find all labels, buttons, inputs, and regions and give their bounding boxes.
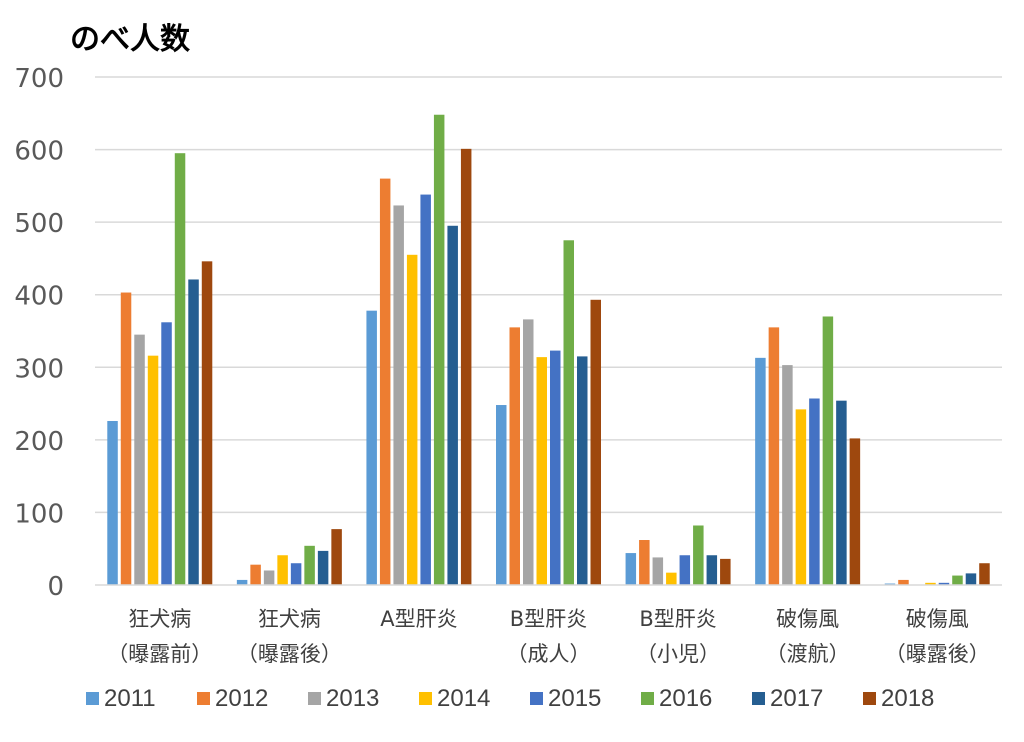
legend-label-2018: 2018: [881, 685, 934, 712]
category-label: A型肝炎: [380, 607, 457, 631]
bar-2017: [577, 356, 588, 585]
legend-swatch-2018: [863, 692, 876, 705]
bar-2012: [898, 579, 909, 585]
y-tick-label: 0: [47, 572, 64, 602]
bar-2017: [447, 225, 458, 585]
bar-2014: [536, 357, 547, 585]
legend-swatch-2016: [641, 692, 654, 705]
bar-2016: [952, 575, 963, 585]
bar-2017: [317, 550, 329, 585]
bar-2012: [250, 564, 261, 585]
bar-2018: [720, 558, 731, 585]
bar-2011: [625, 553, 637, 585]
bar-2014: [277, 555, 288, 585]
bar-2017: [706, 555, 718, 585]
gridlines: [95, 76, 1002, 514]
bar-2011: [755, 357, 766, 585]
legend-swatch-2017: [752, 692, 765, 705]
bar-2016: [563, 240, 574, 586]
legend-label-2015: 2015: [548, 685, 601, 712]
bar-2014: [147, 355, 159, 585]
category-label: 狂犬病: [258, 607, 321, 631]
legend-swatch-2013: [308, 692, 321, 705]
bar-2015: [679, 555, 691, 585]
bar-2012: [509, 327, 520, 585]
chart-title: のべ人数: [70, 22, 190, 57]
bar-2018: [979, 563, 990, 585]
bar-2012: [120, 292, 132, 585]
category-label: B型肝炎: [510, 607, 587, 631]
bar-2018: [460, 148, 472, 586]
bar-2016: [433, 114, 445, 585]
bar-2011: [236, 579, 248, 585]
legend-label-2012: 2012: [215, 685, 268, 712]
bar-2017: [836, 400, 847, 585]
bar-2013: [782, 365, 793, 585]
category-label: B型肝炎: [639, 607, 716, 631]
legend-swatch-2014: [419, 692, 432, 705]
bar-2015: [290, 563, 302, 585]
bar-2013: [393, 205, 404, 586]
bar-2016: [693, 525, 704, 585]
legend-swatch-2012: [197, 692, 210, 705]
category-label: 狂犬病: [128, 607, 191, 631]
bar-2012: [379, 178, 391, 585]
bar-2015: [420, 194, 431, 585]
bar-2013: [263, 570, 275, 585]
category-label: （小児）: [636, 642, 720, 666]
bar-2018: [849, 438, 861, 585]
bar-2014: [925, 582, 936, 585]
y-tick-label: 100: [14, 499, 64, 529]
bar-2018: [201, 261, 213, 585]
bar-2011: [496, 405, 507, 585]
legend-label-2014: 2014: [437, 685, 490, 712]
bar-2013: [652, 557, 664, 585]
bar-2018: [331, 529, 342, 585]
bars: [107, 114, 990, 586]
y-tick-label: 400: [14, 282, 64, 312]
category-label: （曝露前）: [107, 642, 212, 666]
bar-2016: [304, 545, 315, 585]
category-label: （曝露後）: [885, 642, 990, 666]
bar-2014: [406, 254, 418, 586]
category-label: （成人）: [507, 642, 591, 666]
y-axis-ticks: 0 100 200 300 400 500 600 700: [14, 64, 64, 602]
legend-label-2017: 2017: [770, 685, 823, 712]
bar-2014: [666, 572, 677, 585]
y-tick-label: 500: [14, 209, 64, 239]
legend-label-2016: 2016: [659, 685, 712, 712]
y-tick-label: 300: [14, 354, 64, 384]
bar-2017: [188, 279, 199, 585]
bar-2011: [107, 420, 118, 585]
bar-2015: [550, 350, 561, 585]
category-label: 破傷風: [776, 607, 839, 631]
category-label: （渡航）: [766, 642, 850, 666]
bar-2015: [938, 582, 950, 585]
bar-2012: [768, 327, 780, 585]
bar-2018: [590, 299, 601, 585]
bar-2011: [366, 310, 377, 585]
legend-swatch-2015: [530, 692, 543, 705]
y-tick-label: 200: [14, 427, 64, 457]
bar-2013: [523, 319, 534, 585]
bar-2017: [965, 573, 977, 585]
legend-label-2011: 2011: [104, 685, 156, 712]
category-label: 破傷風: [906, 607, 969, 631]
legend: 2011 2012 2013 2014 2015 2016 2017 2018: [86, 685, 934, 712]
legend-label-2013: 2013: [326, 685, 379, 712]
bar-2016: [822, 316, 834, 585]
legend-swatch-2011: [86, 692, 99, 705]
bar-2013: [134, 334, 145, 585]
bar-2015: [809, 398, 820, 585]
y-tick-label: 600: [14, 137, 64, 167]
category-label: （曝露後）: [237, 642, 342, 666]
bar-2016: [174, 153, 186, 585]
bar-2015: [161, 322, 172, 585]
y-tick-label: 700: [14, 64, 64, 94]
bar-2014: [795, 409, 807, 585]
category-labels: 狂犬病 （曝露前） 狂犬病 （曝露後） A型肝炎 B型肝炎 （成人） B型肝炎 （小児） 破傷風 （…: [107, 607, 989, 666]
bar-2012: [639, 540, 650, 585]
